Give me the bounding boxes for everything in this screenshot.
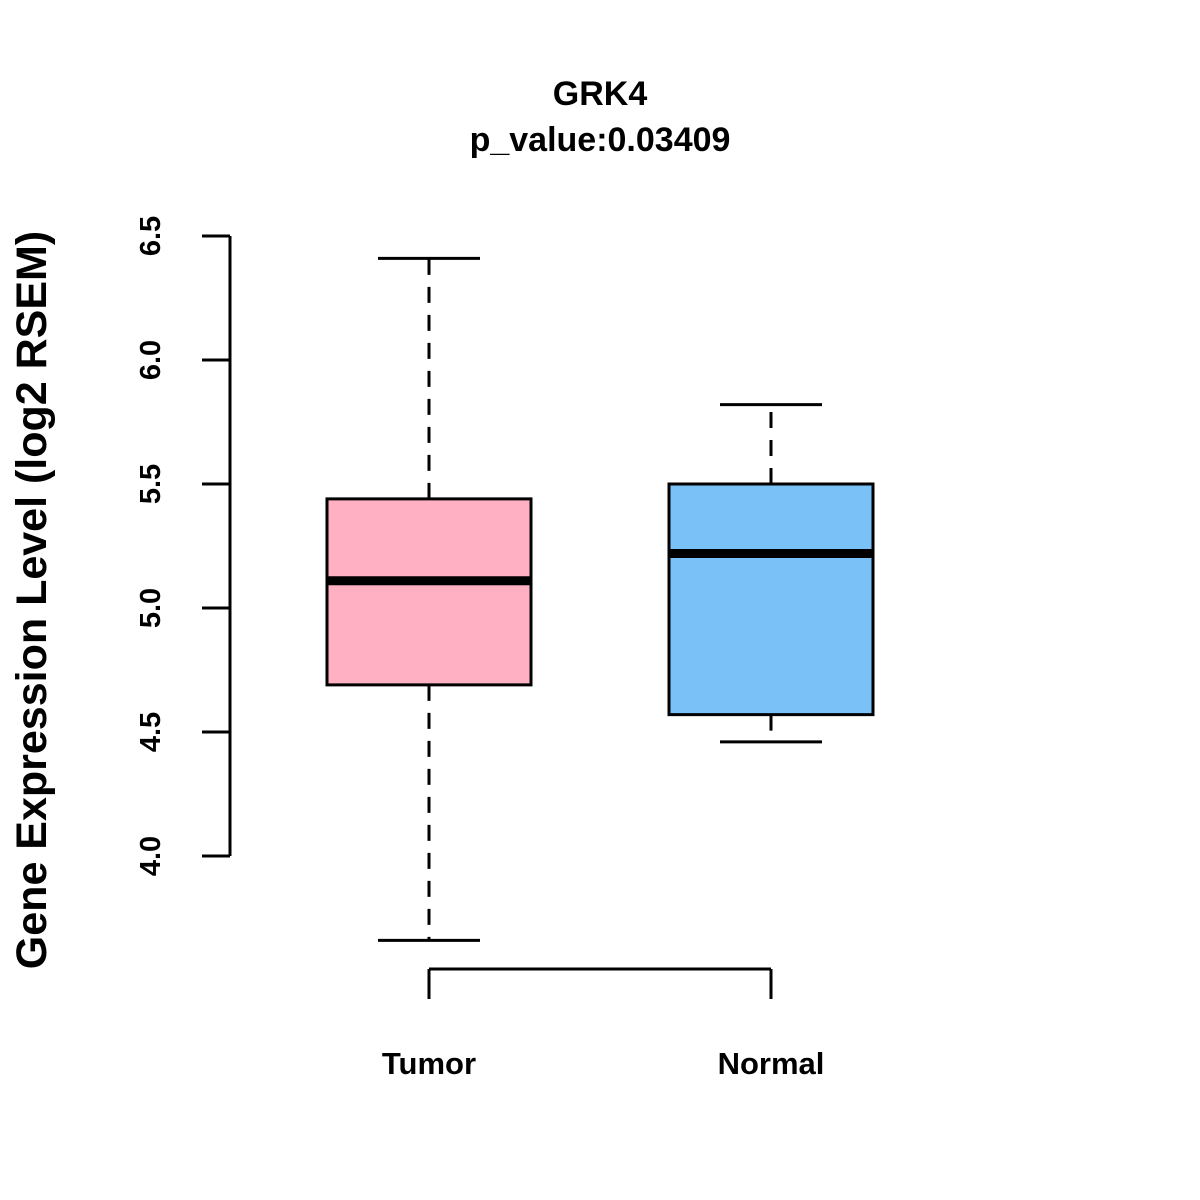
box-normal bbox=[667, 403, 875, 744]
y-tick-label: 5.0 bbox=[135, 588, 167, 628]
x-tick-label: Tumor bbox=[382, 1046, 476, 1081]
y-tick-label: 5.5 bbox=[135, 464, 167, 504]
y-axis-label: Gene Expression Level (log2 RSEM) bbox=[8, 231, 56, 969]
y-tick-label: 6.5 bbox=[135, 216, 167, 256]
x-tick-label: Normal bbox=[718, 1046, 825, 1081]
y-tick-label: 4.5 bbox=[135, 712, 167, 752]
chart-title: GRK4 bbox=[553, 75, 648, 113]
y-axis: 4.0 4.5 5.0 5.5 6.0 6.5 bbox=[135, 216, 232, 876]
boxes-group bbox=[325, 256, 875, 942]
chart-subtitle: p_value:0.03409 bbox=[470, 121, 731, 159]
y-tick-label: 6.0 bbox=[135, 340, 167, 380]
iqr-box bbox=[325, 497, 533, 687]
iqr-box bbox=[667, 482, 875, 717]
box-tumor bbox=[325, 256, 533, 942]
x-axis: Tumor Normal bbox=[382, 967, 825, 1081]
y-tick-label: 4.0 bbox=[135, 836, 167, 876]
